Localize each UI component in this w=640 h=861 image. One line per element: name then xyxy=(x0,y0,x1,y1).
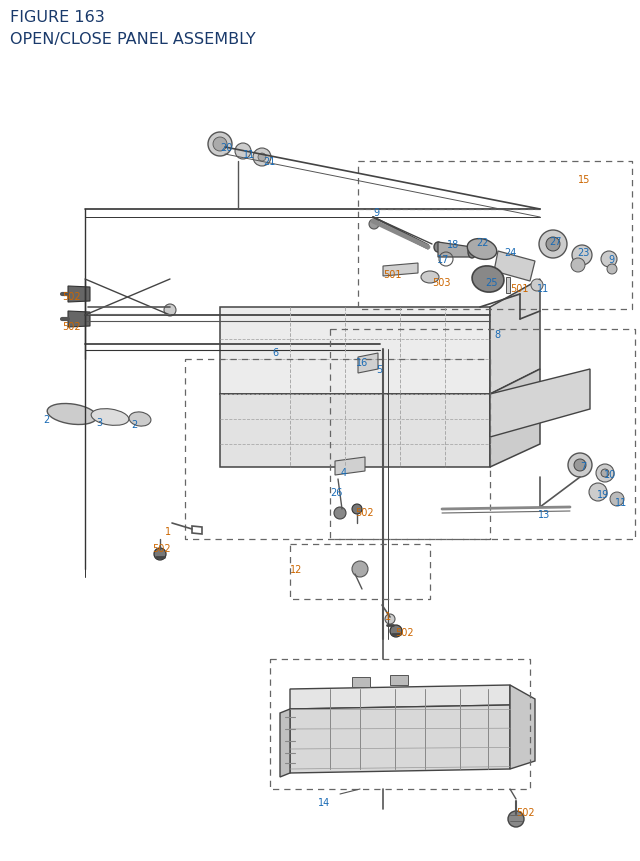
Circle shape xyxy=(258,154,266,162)
Polygon shape xyxy=(68,312,90,328)
Polygon shape xyxy=(510,685,535,769)
Text: 503: 503 xyxy=(432,278,451,288)
Text: 1: 1 xyxy=(165,526,171,536)
Ellipse shape xyxy=(434,243,442,253)
Text: 10: 10 xyxy=(604,469,616,480)
Circle shape xyxy=(208,133,232,157)
Text: OPEN/CLOSE PANEL ASSEMBLY: OPEN/CLOSE PANEL ASSEMBLY xyxy=(10,32,255,47)
Text: 18: 18 xyxy=(447,239,460,250)
Text: 27: 27 xyxy=(549,237,561,247)
Circle shape xyxy=(574,460,586,472)
Text: 25: 25 xyxy=(485,278,497,288)
Text: 6: 6 xyxy=(272,348,278,357)
Ellipse shape xyxy=(129,412,151,426)
Circle shape xyxy=(601,251,617,268)
Circle shape xyxy=(253,149,271,167)
Text: 12: 12 xyxy=(290,564,302,574)
Ellipse shape xyxy=(472,267,504,293)
Text: 8: 8 xyxy=(494,330,500,339)
Text: 19: 19 xyxy=(597,489,609,499)
Polygon shape xyxy=(68,287,90,303)
Circle shape xyxy=(334,507,346,519)
Polygon shape xyxy=(290,685,510,709)
Polygon shape xyxy=(490,280,540,394)
Polygon shape xyxy=(352,678,370,687)
Text: 7: 7 xyxy=(580,461,586,472)
Circle shape xyxy=(601,469,609,478)
Text: 502: 502 xyxy=(152,543,171,554)
Polygon shape xyxy=(358,354,378,374)
Text: 2: 2 xyxy=(43,414,49,424)
Text: 502: 502 xyxy=(62,322,81,331)
Text: 1: 1 xyxy=(385,611,391,622)
Ellipse shape xyxy=(47,404,97,425)
Polygon shape xyxy=(335,457,365,475)
Text: 501: 501 xyxy=(383,269,401,280)
Polygon shape xyxy=(390,675,408,685)
Text: 21: 21 xyxy=(263,157,275,167)
Circle shape xyxy=(546,238,560,251)
Circle shape xyxy=(568,454,592,478)
Circle shape xyxy=(572,245,592,266)
Text: 11: 11 xyxy=(615,498,627,507)
Text: 20: 20 xyxy=(220,143,232,152)
Text: 9: 9 xyxy=(608,255,614,264)
Text: 5: 5 xyxy=(376,364,382,375)
Polygon shape xyxy=(383,263,418,276)
Circle shape xyxy=(589,483,607,501)
Circle shape xyxy=(571,258,585,273)
Circle shape xyxy=(352,561,368,578)
Text: 501: 501 xyxy=(510,283,529,294)
Text: FIGURE 163: FIGURE 163 xyxy=(10,10,105,25)
Polygon shape xyxy=(490,369,590,437)
Ellipse shape xyxy=(468,247,476,258)
Circle shape xyxy=(235,144,251,160)
Polygon shape xyxy=(290,705,510,773)
Polygon shape xyxy=(280,709,290,777)
Ellipse shape xyxy=(91,409,129,426)
Text: 23: 23 xyxy=(577,248,589,257)
Text: 24: 24 xyxy=(504,248,516,257)
Circle shape xyxy=(539,231,567,258)
Text: 4: 4 xyxy=(341,468,347,478)
Circle shape xyxy=(213,138,227,152)
Polygon shape xyxy=(438,243,472,257)
Text: 13: 13 xyxy=(538,510,550,519)
Circle shape xyxy=(607,264,617,275)
Polygon shape xyxy=(220,307,490,394)
Polygon shape xyxy=(494,251,535,282)
Text: 17: 17 xyxy=(437,255,449,264)
Ellipse shape xyxy=(467,239,497,260)
Text: 15: 15 xyxy=(578,175,590,185)
Circle shape xyxy=(531,280,543,292)
Text: 11: 11 xyxy=(537,283,549,294)
Polygon shape xyxy=(506,278,510,294)
Polygon shape xyxy=(490,369,540,468)
Text: 16: 16 xyxy=(356,357,368,368)
Circle shape xyxy=(385,614,395,624)
Text: 22: 22 xyxy=(476,238,488,248)
Circle shape xyxy=(352,505,362,514)
Text: 3: 3 xyxy=(96,418,102,428)
Text: 11: 11 xyxy=(243,150,255,160)
Text: 14: 14 xyxy=(318,797,330,807)
Text: 2: 2 xyxy=(131,419,137,430)
Text: 502: 502 xyxy=(355,507,374,517)
Polygon shape xyxy=(220,394,490,468)
Circle shape xyxy=(390,625,402,637)
Circle shape xyxy=(610,492,624,506)
Circle shape xyxy=(154,548,166,561)
Text: 502: 502 xyxy=(516,807,534,817)
Text: 9: 9 xyxy=(373,208,379,218)
Text: 502: 502 xyxy=(62,292,81,301)
Circle shape xyxy=(508,811,524,827)
Circle shape xyxy=(369,220,379,230)
Circle shape xyxy=(164,305,176,317)
Circle shape xyxy=(596,464,614,482)
Text: 502: 502 xyxy=(395,628,413,637)
Text: 26: 26 xyxy=(330,487,342,498)
Ellipse shape xyxy=(421,272,439,283)
